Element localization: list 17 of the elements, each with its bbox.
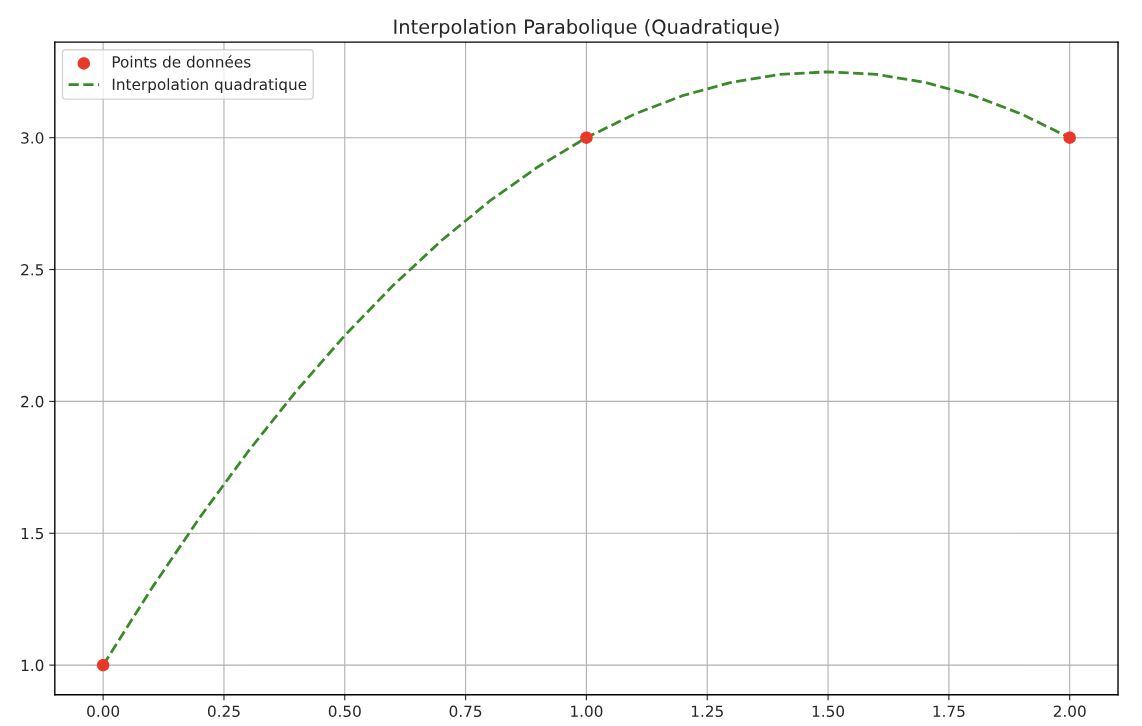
x-tick-label: 1.00: [571, 705, 603, 718]
y-tick-label: 1.5: [21, 527, 44, 540]
x-tick-label: 1.50: [812, 705, 845, 718]
x-tick-label: 0.25: [207, 705, 240, 718]
y-tick-label: 3.0: [21, 132, 44, 144]
legend-label: Points de données: [112, 55, 251, 68]
y-tick-label: 1.0: [21, 659, 44, 672]
y-tick-label: 2.5: [21, 264, 44, 276]
x-tick-label: 0.75: [449, 705, 482, 718]
x-tick-label: 1.75: [933, 705, 965, 718]
x-tick-label: 0.00: [87, 705, 120, 718]
chart-title: Interpolation Parabolique (Quadratique): [394, 19, 779, 38]
x-tick-label: 2.00: [1053, 705, 1086, 718]
legend-label: Interpolation quadratique: [112, 78, 307, 94]
y-tick-label: 2.0: [21, 395, 44, 408]
x-tick-label: 1.25: [691, 705, 723, 718]
x-tick-label: 0.50: [328, 705, 361, 718]
